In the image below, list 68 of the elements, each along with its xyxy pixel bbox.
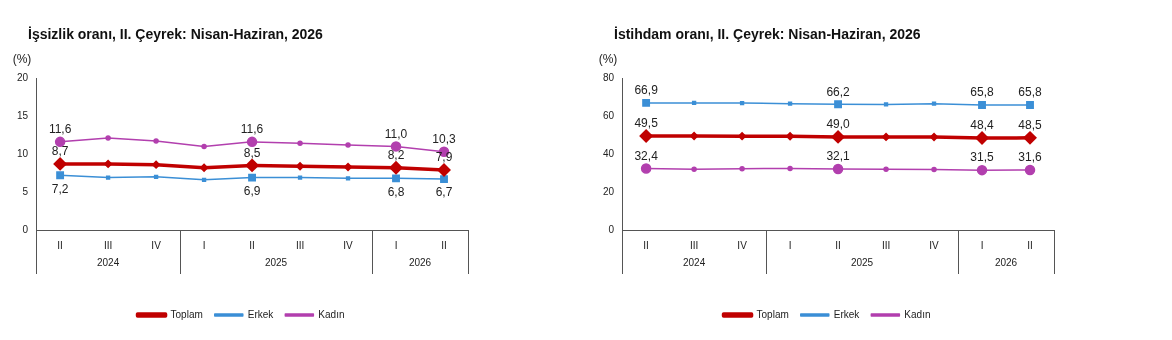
- text: 2025: [850, 256, 874, 268]
- x-tick-label: II: [1027, 239, 1033, 251]
- y-tick-label: 0: [608, 223, 615, 235]
- x-tick-label: I: [980, 239, 984, 251]
- legend-label: Toplam: [756, 308, 789, 320]
- data-label: 6,8: [387, 184, 405, 199]
- data-label: 7,9: [435, 150, 453, 165]
- y-tick-label: 5: [22, 185, 29, 197]
- data-label: 8,5: [243, 145, 261, 160]
- chart-title: İstihdam oranı, II. Çeyrek: Nisan-Haziran, 2026: [613, 25, 922, 44]
- data-label: 11,6: [48, 122, 72, 137]
- text: 2025: [264, 256, 288, 268]
- data-label: 31,6: [1018, 150, 1043, 165]
- text: 2024: [682, 256, 706, 268]
- data-label: 49,5: [634, 116, 659, 131]
- legend-label: Toplam: [170, 308, 203, 320]
- legend-label: Erkek: [833, 308, 861, 320]
- x-tick-label: I: [202, 239, 206, 251]
- data-label: 10,3: [432, 132, 457, 147]
- data-label: 11,0: [384, 126, 408, 141]
- data-label: 7,2: [51, 181, 69, 196]
- x-tick-label: II: [835, 239, 841, 251]
- y-tick-label: 40: [603, 147, 615, 159]
- x-tick-label: II: [249, 239, 255, 251]
- data-label: 48,4: [970, 118, 995, 133]
- x-tick-label: III: [881, 239, 891, 251]
- x-tick-label: III: [103, 239, 113, 251]
- y-tick-label: 60: [603, 109, 615, 121]
- y-tick-label: 20: [603, 185, 615, 197]
- data-label: 31,5: [970, 150, 995, 165]
- x-tick-label: II: [441, 239, 447, 251]
- legend-label: Kadın: [318, 308, 345, 320]
- text: 2026: [994, 256, 1018, 268]
- chart-title: İşsizlik oranı, II. Çeyrek: Nisan-Haziran, 2026: [27, 25, 324, 44]
- x-tick-label: IV: [737, 239, 748, 251]
- x-tick-label: II: [643, 239, 649, 251]
- x-tick-label: IV: [151, 239, 162, 251]
- data-label: 32,1: [826, 149, 851, 164]
- x-tick-label: II: [57, 239, 63, 251]
- data-label: 48,5: [1018, 118, 1043, 133]
- x-tick-label: IV: [343, 239, 354, 251]
- data-label: 66,9: [634, 83, 659, 98]
- data-label: 8,7: [51, 144, 69, 159]
- y-tick-label: 0: [22, 223, 29, 235]
- text: 2024: [96, 256, 120, 268]
- y-tick-label: 20: [17, 71, 29, 83]
- data-label: 66,2: [826, 84, 851, 99]
- x-tick-label: III: [295, 239, 305, 251]
- legend-label: Kadın: [904, 308, 931, 320]
- data-label: 6,7: [435, 185, 453, 200]
- data-label: 8,2: [387, 147, 405, 162]
- y-tick-label: 10: [17, 147, 29, 159]
- data-label: 49,0: [826, 117, 851, 132]
- y-tick-label: 80: [603, 71, 615, 83]
- x-tick-label: III: [689, 239, 699, 251]
- x-tick-label: IV: [929, 239, 940, 251]
- x-tick-label: I: [788, 239, 792, 251]
- legend-label: Erkek: [247, 308, 275, 320]
- data-label: 6,9: [243, 183, 261, 198]
- y-tick-label: 15: [17, 109, 29, 121]
- y-axis-title: (%): [598, 52, 618, 67]
- data-label: 32,4: [634, 148, 659, 163]
- x-tick-label: I: [394, 239, 398, 251]
- y-axis-title: (%): [12, 52, 32, 67]
- data-label: 65,8: [970, 85, 995, 100]
- text: 2026: [408, 256, 432, 268]
- data-label: 11,6: [240, 122, 264, 137]
- data-label: 65,8: [1018, 85, 1043, 100]
